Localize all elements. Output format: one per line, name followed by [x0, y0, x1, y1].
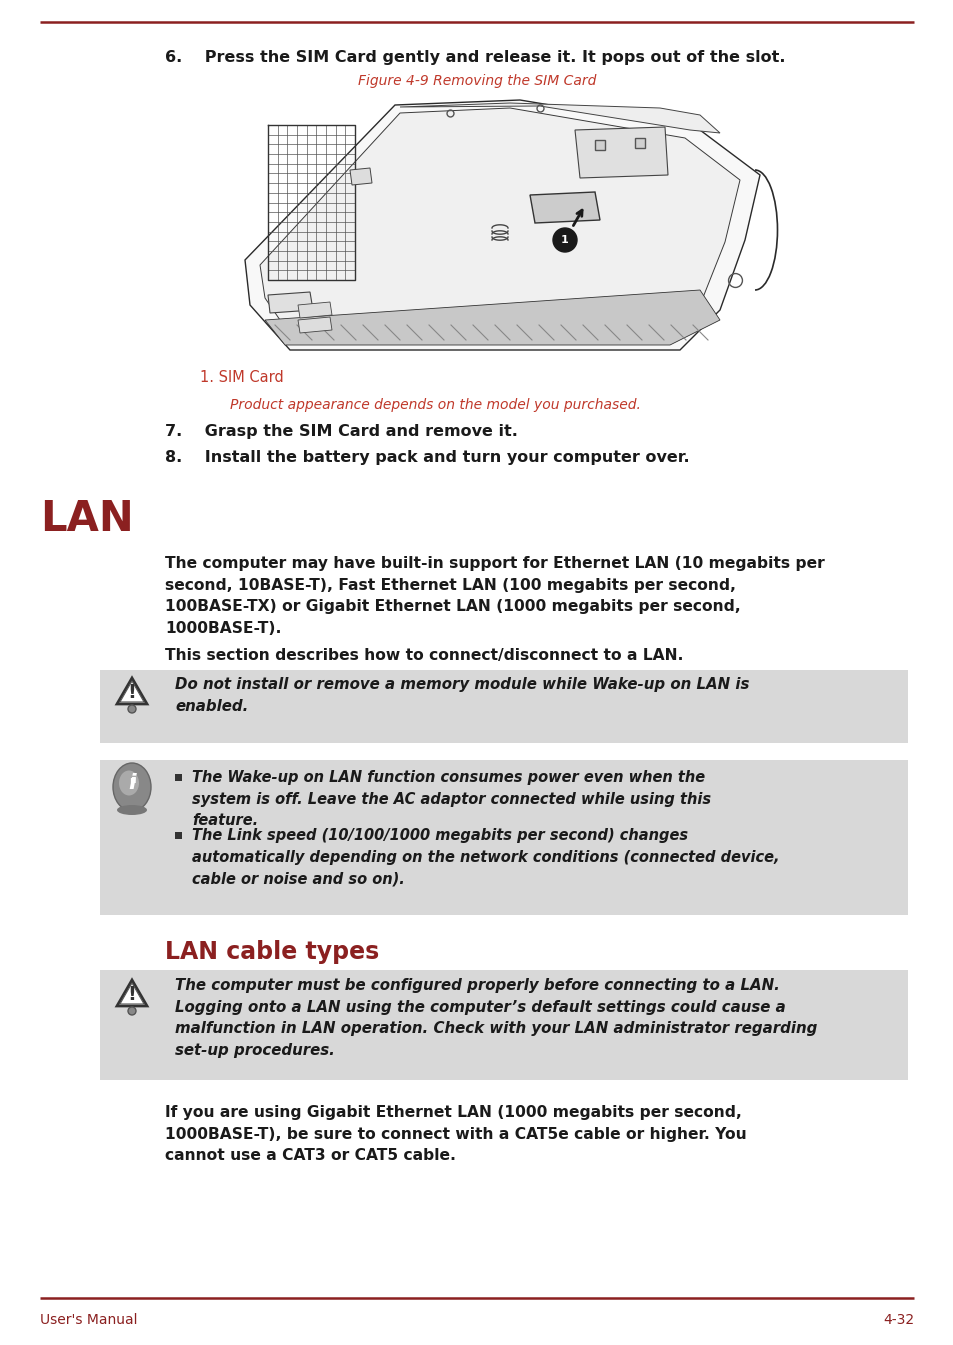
- Polygon shape: [350, 168, 372, 186]
- FancyBboxPatch shape: [100, 670, 907, 742]
- Polygon shape: [268, 292, 313, 313]
- Polygon shape: [399, 104, 720, 133]
- Polygon shape: [174, 833, 182, 839]
- Text: Do not install or remove a memory module while Wake-up on LAN is
enabled.: Do not install or remove a memory module…: [174, 677, 749, 714]
- Circle shape: [128, 1007, 136, 1015]
- Text: 8.    Install the battery pack and turn your computer over.: 8. Install the battery pack and turn you…: [165, 451, 689, 465]
- Polygon shape: [174, 773, 182, 781]
- Polygon shape: [297, 303, 332, 317]
- Text: The Wake-up on LAN function consumes power even when the
system is off. Leave th: The Wake-up on LAN function consumes pow…: [192, 769, 710, 829]
- Ellipse shape: [119, 771, 139, 795]
- Text: 7.    Grasp the SIM Card and remove it.: 7. Grasp the SIM Card and remove it.: [165, 424, 517, 438]
- Text: .: .: [127, 761, 137, 790]
- Text: 1. SIM Card: 1. SIM Card: [200, 370, 283, 385]
- Circle shape: [553, 229, 577, 252]
- Text: Product appearance depends on the model you purchased.: Product appearance depends on the model …: [230, 398, 640, 412]
- FancyBboxPatch shape: [100, 970, 907, 1080]
- Text: Figure 4-9 Removing the SIM Card: Figure 4-9 Removing the SIM Card: [357, 74, 596, 87]
- Text: !: !: [128, 985, 136, 1003]
- Text: If you are using Gigabit Ethernet LAN (1000 megabits per second,
1000BASE-T), be: If you are using Gigabit Ethernet LAN (1…: [165, 1106, 746, 1163]
- Text: The computer may have built-in support for Ethernet LAN (10 megabits per
second,: The computer may have built-in support f…: [165, 555, 824, 636]
- Text: This section describes how to connect/disconnect to a LAN.: This section describes how to connect/di…: [165, 648, 682, 663]
- Text: The Link speed (10/100/1000 megabits per second) changes
automatically depending: The Link speed (10/100/1000 megabits per…: [192, 829, 779, 886]
- Text: LAN: LAN: [40, 498, 133, 539]
- Text: i: i: [128, 773, 135, 794]
- Polygon shape: [575, 126, 667, 178]
- Text: The computer must be configured properly before connecting to a LAN.
Logging ont: The computer must be configured properly…: [174, 978, 817, 1057]
- Text: 4-32: 4-32: [882, 1313, 913, 1328]
- Polygon shape: [117, 981, 147, 1006]
- Text: LAN cable types: LAN cable types: [165, 940, 379, 964]
- Polygon shape: [265, 291, 720, 346]
- Polygon shape: [297, 317, 332, 334]
- Text: 6.    Press the SIM Card gently and release it. It pops out of the slot.: 6. Press the SIM Card gently and release…: [165, 50, 784, 65]
- Polygon shape: [260, 108, 740, 342]
- Polygon shape: [117, 678, 147, 703]
- FancyBboxPatch shape: [100, 760, 907, 915]
- Polygon shape: [245, 100, 760, 350]
- Text: 1: 1: [560, 235, 568, 245]
- Circle shape: [128, 705, 136, 713]
- Text: !: !: [128, 683, 136, 702]
- Polygon shape: [530, 192, 599, 223]
- Ellipse shape: [117, 806, 147, 815]
- Ellipse shape: [112, 763, 151, 811]
- Text: User's Manual: User's Manual: [40, 1313, 137, 1328]
